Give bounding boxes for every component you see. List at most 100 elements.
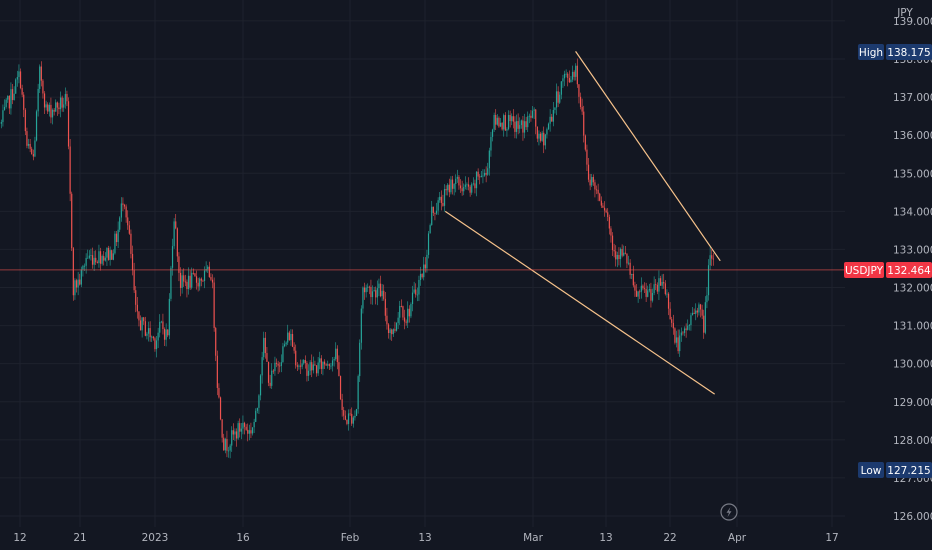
trend-lines (444, 51, 721, 395)
candle-body (443, 189, 446, 206)
candle-body (333, 358, 335, 361)
candle-body (632, 273, 634, 286)
candle-body (450, 179, 452, 193)
candle-body (485, 172, 487, 175)
candle-body (698, 304, 700, 313)
candle-body (387, 324, 390, 334)
candle-body (677, 337, 679, 352)
candle-body (487, 168, 489, 175)
candle-body (192, 272, 194, 274)
candle-body (447, 184, 449, 191)
candle-body (245, 426, 247, 430)
candle-body (107, 248, 110, 260)
candle-body (263, 337, 265, 358)
candle-body (163, 329, 166, 340)
candle-body (139, 320, 142, 331)
candle-body (200, 278, 202, 281)
candle-body (315, 365, 318, 374)
candle-body (491, 129, 494, 137)
candle-body (301, 363, 303, 367)
candle-body (464, 184, 466, 187)
candle-body (429, 225, 431, 234)
candle-body (472, 183, 474, 185)
candle-body (712, 258, 714, 260)
candle-body (210, 277, 212, 280)
candle-body (104, 257, 106, 261)
candle-body (397, 317, 399, 323)
candle-body (319, 358, 321, 363)
y-tick-label: 131.000 (893, 321, 932, 333)
candle-body (330, 365, 332, 367)
candle-body (130, 233, 132, 254)
candle-body (475, 171, 478, 189)
x-tick-label: 16 (236, 532, 250, 544)
candle-body (603, 207, 606, 211)
candle-body (338, 362, 340, 377)
candle-body (45, 104, 47, 108)
candle-body (215, 327, 217, 356)
candle-body (523, 121, 526, 133)
candle-body (157, 332, 159, 341)
candle-body (299, 365, 302, 367)
candle-body (611, 235, 614, 251)
candle-body (240, 428, 242, 432)
candle-body (675, 337, 678, 343)
candle-body (154, 338, 156, 350)
candle-body (264, 337, 266, 354)
candle-body (402, 306, 404, 318)
candle-body (479, 176, 481, 178)
candle-body (32, 154, 34, 157)
candle-body (15, 79, 17, 94)
candle-body (535, 109, 537, 127)
x-axis[interactable]: 12 21 2023 16 Feb 13 Mar 13 22 Apr 17 (13, 532, 838, 544)
candle-body (367, 286, 369, 288)
candle-body (685, 328, 687, 330)
candle-body (296, 365, 298, 367)
candle-body (427, 233, 430, 255)
candle-body (418, 279, 420, 295)
candle-body (711, 255, 713, 259)
candle-body (59, 97, 62, 110)
candle-body (613, 250, 615, 252)
candle-body (547, 123, 550, 130)
candle-body (10, 89, 12, 109)
candle-body (314, 364, 316, 366)
candle-body (480, 175, 482, 178)
candle-body (530, 115, 532, 118)
x-tick-label: 12 (13, 532, 26, 544)
candle-body (147, 328, 150, 334)
trend-line[interactable] (575, 51, 721, 262)
candle-body (571, 71, 574, 80)
trend-line[interactable] (444, 210, 716, 395)
candle-body (128, 225, 130, 234)
candle-body (232, 430, 234, 435)
candle-body (373, 290, 375, 292)
candle-body (706, 295, 708, 303)
candle-body (8, 95, 10, 109)
candle-body (168, 298, 170, 336)
candle-body (298, 365, 300, 367)
candle-body (189, 275, 191, 288)
candle-body (311, 362, 313, 371)
candle-body (379, 283, 382, 297)
candle-body (303, 360, 305, 364)
candle-body (371, 291, 374, 298)
candle-body (226, 439, 228, 451)
candle-body (183, 275, 185, 282)
candle-body (64, 94, 66, 105)
candle-body (283, 344, 286, 347)
candle-body (459, 185, 462, 189)
candle-body (439, 196, 441, 201)
candle-body (562, 78, 564, 82)
candle-body (255, 410, 257, 422)
candle-body (323, 361, 326, 365)
candle-body (664, 283, 666, 295)
candle-body (181, 275, 183, 288)
lightning-icon[interactable] (720, 503, 738, 521)
candle-body (503, 115, 505, 130)
candle-body (624, 252, 626, 254)
candle-body (435, 210, 438, 214)
candle-body (639, 291, 641, 293)
x-tick-label: Feb (341, 532, 360, 544)
